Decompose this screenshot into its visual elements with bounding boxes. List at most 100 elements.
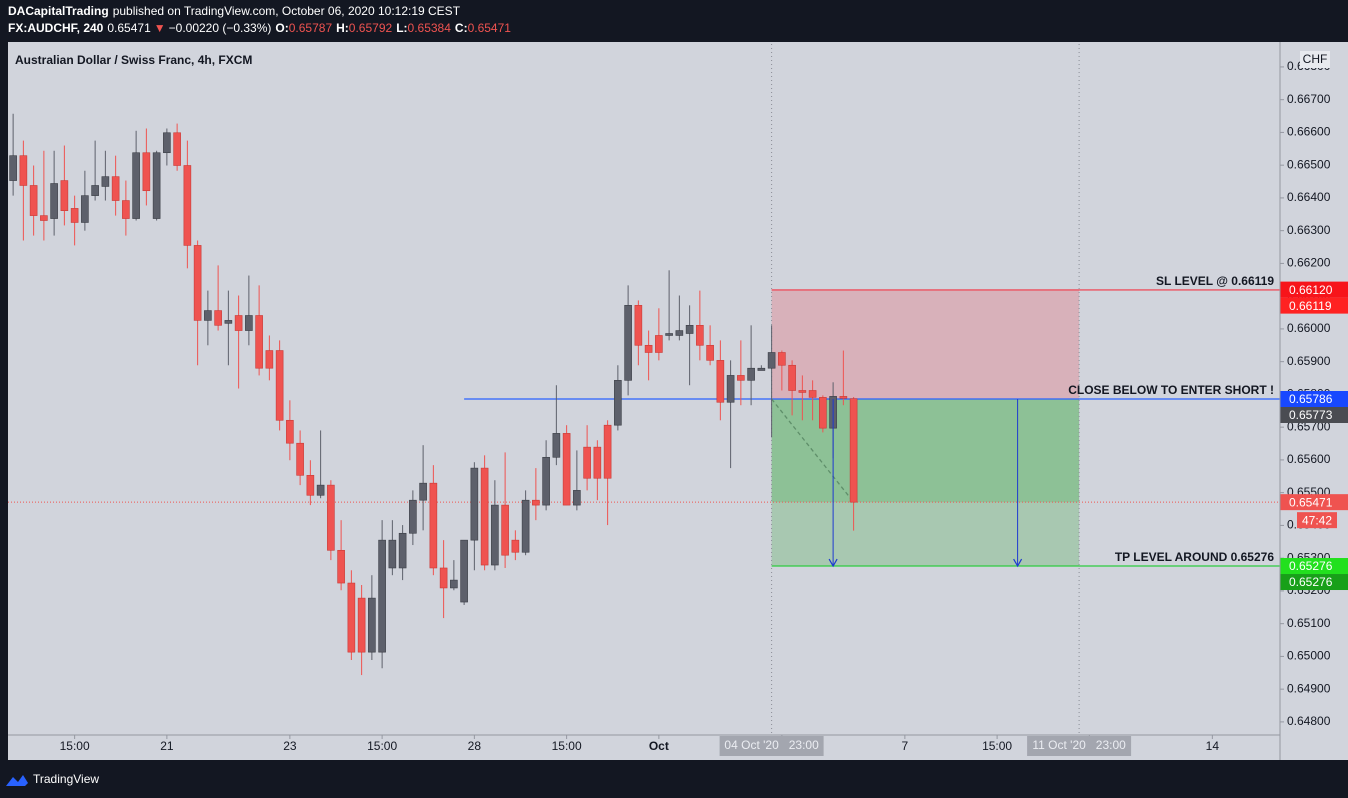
level-label: SL LEVEL @ 0.66119: [1156, 274, 1274, 288]
y-tick-label: 0.65900: [1287, 354, 1331, 368]
time-badge: [1027, 736, 1132, 756]
x-tick-label: 28: [468, 739, 482, 753]
published: published on TradingView.com, October 06…: [113, 4, 461, 18]
candle-body: [398, 532, 407, 569]
price-badge-label: 0.65471: [1289, 495, 1333, 509]
x-tick-label: 21: [160, 739, 174, 753]
arrow-head: [828, 558, 838, 568]
candle-body: [224, 320, 233, 324]
time-badge-label: 11 Oct '20 23:00: [1032, 738, 1126, 752]
candle-body: [70, 208, 79, 223]
last-price: 0.65471: [107, 21, 151, 35]
ohlc-value: 0.65792: [349, 21, 393, 35]
y-tick-label: 0.64800: [1287, 714, 1331, 728]
candle-body: [562, 433, 571, 506]
candle-body: [716, 360, 725, 403]
candle-body: [593, 446, 602, 479]
candle-body: [152, 152, 161, 219]
candle-body: [357, 597, 366, 653]
candle-body: [286, 419, 294, 444]
y-tick-label: 0.66200: [1287, 256, 1331, 270]
candle-body: [501, 504, 509, 556]
candle-body: [204, 310, 212, 321]
time-badge-date: 11 Oct '20: [1032, 738, 1086, 752]
y-tick-label: 0.66000: [1287, 321, 1331, 335]
candle-body: [665, 333, 673, 336]
x-tick-label: 15:00: [60, 739, 90, 753]
candle-body: [347, 582, 356, 653]
candle-body: [142, 152, 151, 192]
candle-body: [767, 352, 776, 369]
candle-body: [19, 155, 28, 186]
candle-body: [757, 367, 766, 371]
candle-body: [101, 176, 110, 187]
ohlc-label: H:: [336, 21, 349, 35]
candle-body: [388, 539, 397, 569]
price-badge-label: 0.65276: [1289, 559, 1333, 573]
price-badge: [1280, 574, 1348, 591]
candle-body: [644, 344, 653, 353]
level-label: TP LEVEL AROUND 0.65276: [1115, 550, 1274, 564]
candle-body: [50, 183, 58, 219]
candle-body: [378, 539, 386, 653]
candle-body: [726, 375, 735, 403]
currency: CHF: [1303, 52, 1328, 66]
stop-zone: [771, 289, 1080, 399]
x-tick-label: 14: [1206, 739, 1220, 753]
y-tick-label: 0.66300: [1287, 223, 1331, 237]
candle-body: [265, 350, 274, 369]
y-tick-label: 0.65100: [1287, 616, 1331, 630]
currency-box: [1300, 51, 1330, 68]
price-badge: [1280, 281, 1348, 298]
candle-body: [798, 390, 807, 393]
candle-body: [193, 245, 202, 321]
candle-body: [747, 367, 755, 381]
ohlc-value: 0.65471: [468, 21, 512, 35]
publisher: DACapitalTrading: [8, 4, 109, 18]
price-badge-label: 0.65786: [1289, 392, 1333, 406]
candle-body: [614, 380, 622, 426]
ohlc-label: C:: [455, 21, 468, 35]
candle-body: [849, 398, 858, 503]
candle-body: [696, 325, 704, 346]
price-badge-label: 0.66119: [1289, 299, 1332, 313]
candle-body: [419, 482, 427, 501]
y-tick-label: 0.66400: [1287, 190, 1331, 204]
progress-zone: [771, 398, 1080, 503]
chart-area: [8, 42, 1348, 760]
x-tick-label: 15:00: [367, 739, 397, 753]
ohlc-value: 0.65787: [289, 21, 333, 35]
candle-body: [409, 499, 417, 534]
candle-body: [81, 195, 89, 223]
candle-body: [327, 484, 335, 551]
y-tick-label: 0.64900: [1287, 681, 1331, 695]
candle-body: [29, 185, 38, 216]
candle-body: [470, 467, 479, 541]
candle-body: [839, 396, 848, 399]
price-badge: [1280, 558, 1348, 575]
candle-body: [480, 467, 489, 566]
candle-body: [685, 325, 694, 334]
x-tick-label: Oct: [649, 739, 669, 753]
ohlc-label: O:: [275, 21, 288, 35]
ohlc-label: L:: [396, 21, 407, 35]
candle-body: [808, 390, 817, 398]
candle-body: [60, 180, 69, 211]
time-badge-time: 23:00: [789, 738, 819, 752]
header-line-2: FX:AUDCHF, 240 0.65471 ▼ −0.00220 (−0.33%) O…: [8, 21, 511, 35]
candle-body: [675, 330, 684, 336]
candle-body: [91, 185, 99, 196]
candle-body: [491, 504, 499, 566]
price-badge-label: 0.65276: [1289, 575, 1333, 589]
candle-body: [624, 305, 632, 381]
change-arrow: ▼: [154, 21, 166, 35]
time-badge: [719, 736, 824, 756]
change: −0.00220 (−0.33%): [169, 21, 272, 35]
candle-body: [245, 315, 253, 331]
candle-body: [214, 310, 222, 326]
candle-body: [163, 132, 171, 154]
candle-body: [655, 335, 663, 353]
candle-body: [234, 315, 243, 331]
candle-body: [706, 344, 714, 361]
